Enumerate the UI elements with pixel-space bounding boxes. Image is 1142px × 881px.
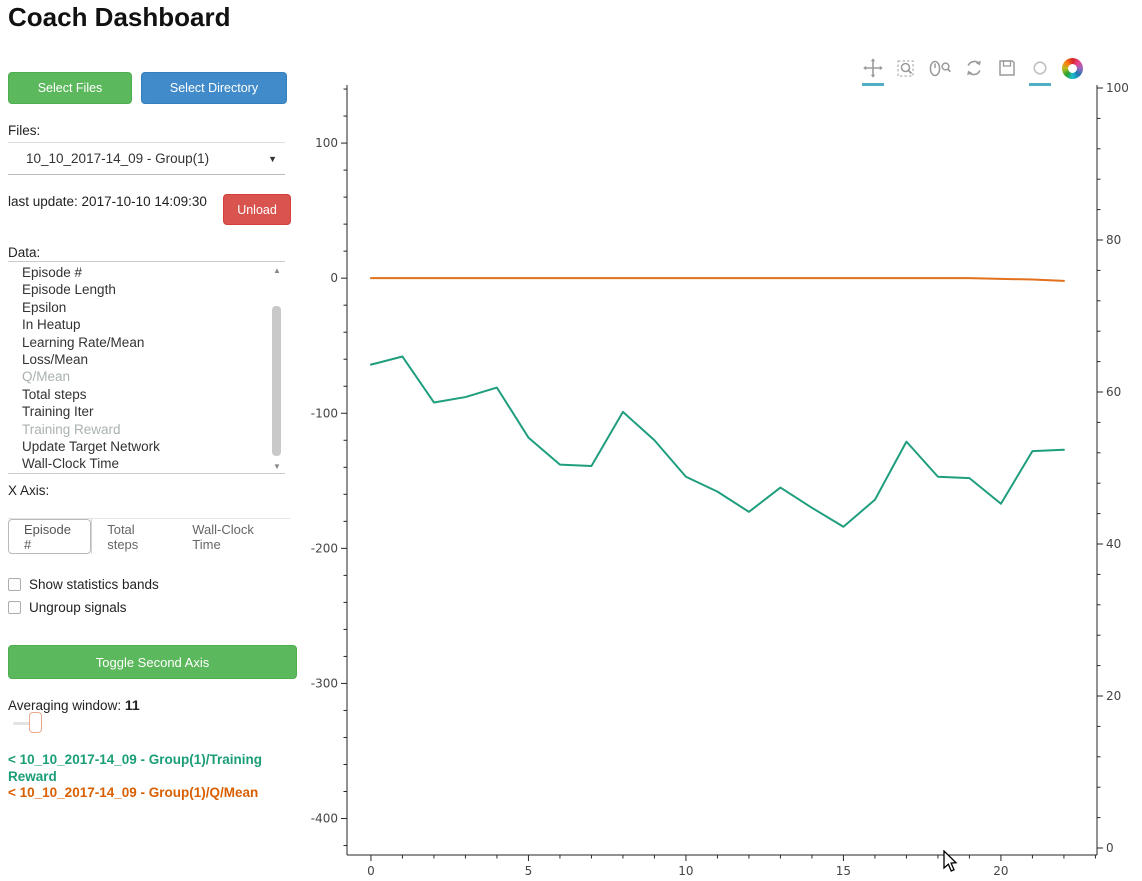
data-signal-item[interactable]: Learning Rate/Mean <box>22 334 145 350</box>
bokeh-logo-icon[interactable] <box>1062 58 1083 79</box>
checkbox-row[interactable]: Ungroup signals <box>8 596 288 619</box>
svg-text:10: 10 <box>678 864 693 878</box>
averaging-slider-handle[interactable] <box>29 712 42 733</box>
chart-legend: < 10_10_2017-14_09 - Group(1)/Training R… <box>8 752 293 802</box>
svg-text:-100: -100 <box>311 406 338 420</box>
checkbox[interactable] <box>8 578 21 591</box>
svg-text:100: 100 <box>1106 81 1129 95</box>
legend-entry[interactable]: < 10_10_2017-14_09 - Group(1)/Training R… <box>8 752 293 785</box>
box-zoom-icon[interactable] <box>895 57 917 86</box>
unload-button[interactable]: Unload <box>223 194 291 225</box>
data-signal-item[interactable]: Wall-Clock Time <box>22 456 120 472</box>
data-signal-item[interactable]: Episode # <box>22 265 83 280</box>
checkbox-label: Ungroup signals <box>29 600 127 615</box>
checkbox-row[interactable]: Show statistics bands <box>8 573 288 596</box>
data-signal-item[interactable]: Epsilon <box>22 299 67 315</box>
svg-text:20: 20 <box>993 864 1008 878</box>
data-signal-item[interactable]: Training Reward <box>22 421 121 437</box>
svg-text:20: 20 <box>1106 689 1121 703</box>
legend-entry-text: < 10_10_2017-14_09 - Group(1)/Training R… <box>8 752 262 784</box>
data-signal-item[interactable]: Training Iter <box>22 404 94 420</box>
x-axis-radio-group: Episode # Total steps Wall-Clock Time <box>8 518 290 554</box>
svg-text:40: 40 <box>1106 537 1121 551</box>
pan-icon[interactable] <box>862 57 884 86</box>
scroll-down-icon[interactable]: ▼ <box>273 462 281 471</box>
svg-text:15: 15 <box>836 864 851 878</box>
legend-entry[interactable]: < 10_10_2017-14_09 - Group(1)/Q/Mean <box>8 785 293 802</box>
save-icon[interactable] <box>996 57 1018 86</box>
data-signal-item[interactable]: Episode Length <box>22 282 116 298</box>
plot-area[interactable]: 0 5 10 15 20 100 0 -100 -200 -300 -400 100 80 60 40 20 0 <box>300 40 1142 881</box>
dropdown-arrow-icon: ▼ <box>268 153 277 164</box>
wheel-zoom-icon[interactable] <box>928 57 952 86</box>
svg-text:-400: -400 <box>311 812 338 826</box>
toggle-second-axis-button[interactable]: Toggle Second Axis <box>8 645 297 679</box>
averaging-window-row: Averaging window: 11 <box>8 697 140 713</box>
data-signal-list[interactable]: Episode # Episode Length Epsilon In Heatup L… <box>8 261 285 474</box>
svg-text:80: 80 <box>1106 233 1121 247</box>
scroll-up-icon[interactable]: ▲ <box>273 266 281 275</box>
data-signal-item[interactable]: Total steps <box>22 386 87 402</box>
x-axis-option[interactable]: Episode # <box>8 519 92 554</box>
data-label: Data: <box>8 245 41 260</box>
files-select-value: 10_10_2017-14_09 - Group(1) <box>26 151 210 166</box>
x-axis-label: X Axis: <box>8 483 50 498</box>
svg-text:5: 5 <box>525 864 533 878</box>
last-update-text: last update: 2017-10-10 14:09:30 <box>8 194 207 209</box>
reset-icon[interactable] <box>963 57 985 86</box>
select-files-button[interactable]: Select Files <box>8 72 132 104</box>
svg-text:-300: -300 <box>311 676 338 690</box>
data-signal-item[interactable]: Loss/Mean <box>22 352 89 368</box>
option-checkboxes: Show statistics bands Ungroup signals <box>8 573 288 619</box>
files-select[interactable]: 10_10_2017-14_09 - Group(1) ▼ <box>8 142 285 175</box>
bokeh-toolbar <box>862 57 1083 86</box>
select-directory-button[interactable]: Select Directory <box>141 72 287 104</box>
averaging-window-value: 11 <box>124 697 140 713</box>
x-axis-option[interactable]: Wall-Clock Time <box>192 521 254 552</box>
svg-text:60: 60 <box>1106 385 1121 399</box>
averaging-window-label: Averaging window: <box>8 698 122 713</box>
legend-entry-text: < 10_10_2017-14_09 - Group(1)/Q/Mean <box>8 785 259 800</box>
svg-text:-200: -200 <box>311 541 338 555</box>
list-scrollbar[interactable]: ▲ ▼ <box>271 262 283 473</box>
scrollbar-thumb[interactable] <box>272 306 281 456</box>
data-signal-item[interactable]: Q/Mean <box>22 369 71 385</box>
mouse-cursor <box>943 850 958 872</box>
hover-icon[interactable] <box>1029 57 1051 86</box>
svg-text:0: 0 <box>1106 841 1114 855</box>
data-signal-items: Episode # Episode Length Epsilon In Heatup L… <box>8 264 266 473</box>
data-signal-item[interactable]: In Heatup <box>22 317 81 333</box>
files-label: Files: <box>8 123 41 138</box>
data-signal-item[interactable]: Update Target Network <box>22 439 160 455</box>
svg-text:100: 100 <box>315 136 338 150</box>
svg-text:0: 0 <box>330 271 338 285</box>
checkbox-label: Show statistics bands <box>29 577 159 592</box>
page-title: Coach Dashboard <box>8 2 231 32</box>
svg-text:0: 0 <box>367 864 375 878</box>
checkbox[interactable] <box>8 601 21 614</box>
x-axis-option[interactable]: Total steps <box>91 519 177 554</box>
averaging-slider-track[interactable] <box>13 722 35 725</box>
